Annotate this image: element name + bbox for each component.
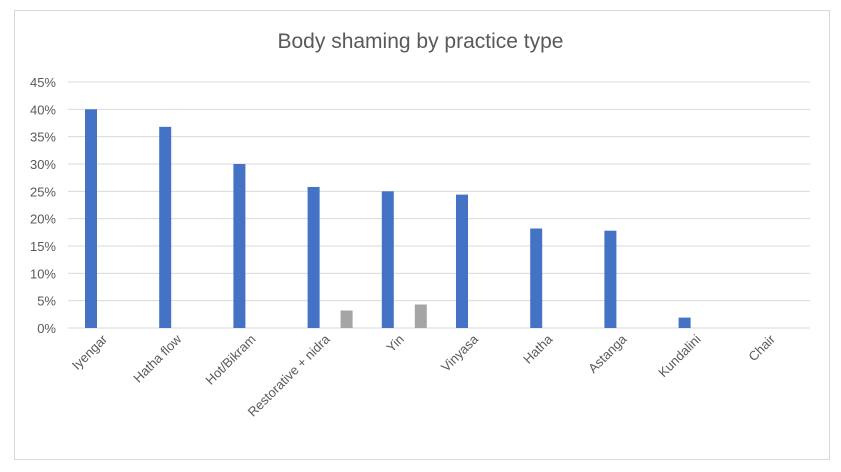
x-tick-label: Kundalini <box>655 331 704 380</box>
chart-title: Body shaming by practice type <box>277 30 564 53</box>
y-tick-label: 30% <box>30 157 56 172</box>
bar-yin-s2 <box>414 304 427 328</box>
x-tick-label: Hot/Bikram <box>202 332 258 388</box>
chart-frame <box>14 10 830 460</box>
x-tick-label: Vinyasa <box>438 331 482 375</box>
y-tick-label: 40% <box>30 102 56 117</box>
bar-iyengar-s1 <box>85 109 97 328</box>
x-tick-label: Restorative + nidra <box>245 331 334 420</box>
x-tick-label: Iyengar <box>69 331 111 373</box>
y-tick-label: 20% <box>30 212 56 227</box>
y-tick-label: 10% <box>30 266 56 281</box>
y-tick-label: 15% <box>30 239 56 254</box>
bar-astanga-s1 <box>604 230 617 328</box>
y-tick-label: 35% <box>30 130 56 145</box>
bar-hatha-s1 <box>530 228 543 328</box>
x-tick-label: Yin <box>383 332 407 356</box>
bar-hot-bikram-s1 <box>233 164 246 328</box>
y-tick-label: 5% <box>37 294 56 309</box>
x-tick-label: Hatha <box>520 331 556 367</box>
x-tick-label: Astanga <box>585 331 630 376</box>
y-tick-label: 0% <box>37 321 56 336</box>
bar-vinyasa-s1 <box>456 194 468 328</box>
bar-restorative-nidra-s1 <box>307 186 320 328</box>
bar-kundalini-s1 <box>678 317 691 328</box>
x-tick-label: Hatha flow <box>130 331 184 385</box>
y-tick-label: 25% <box>30 184 56 199</box>
x-tick-label: Chair <box>745 331 778 364</box>
bar-hatha-flow-s1 <box>159 126 172 329</box>
y-tick-label: 45% <box>30 75 56 90</box>
bar-yin-s1 <box>381 191 394 328</box>
bar-restorative-nidra-s2 <box>340 310 353 328</box>
